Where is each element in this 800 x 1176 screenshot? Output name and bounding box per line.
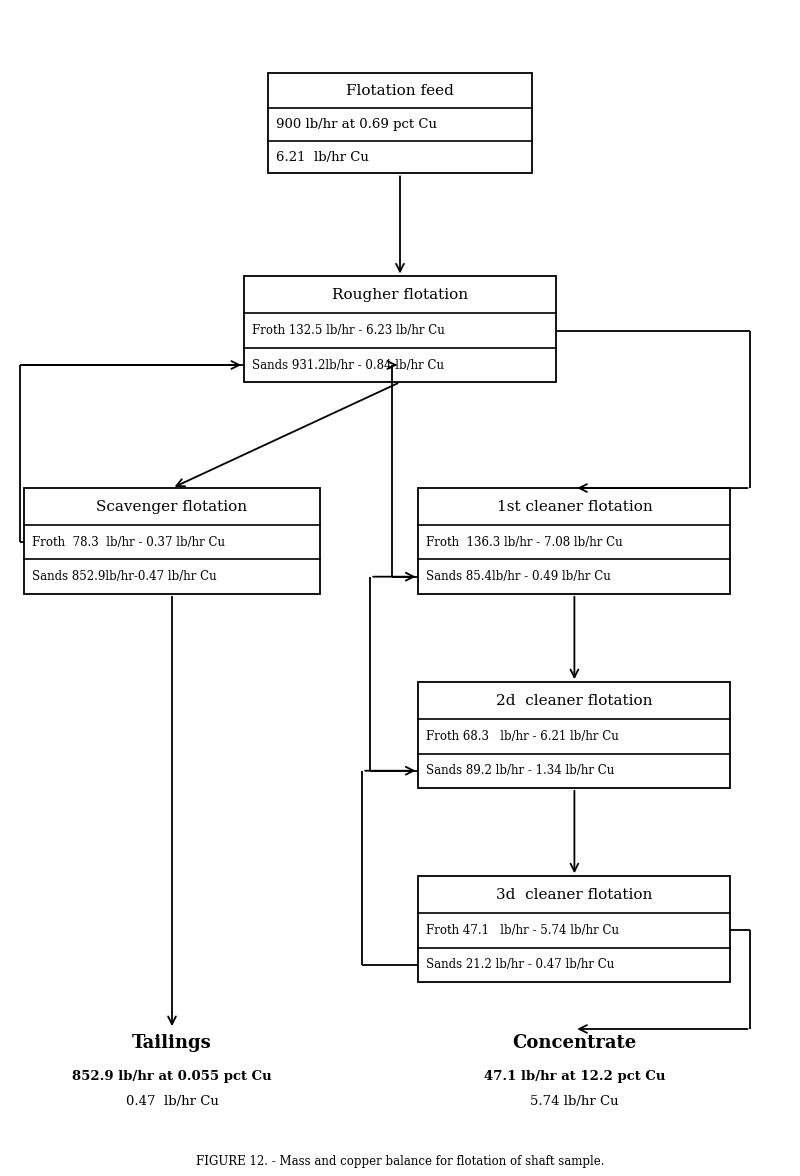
Text: FIGURE 12. - Mass and copper balance for flotation of shaft sample.: FIGURE 12. - Mass and copper balance for… [196, 1155, 604, 1169]
Bar [418, 876, 730, 982]
Text: Sands 931.2lb/hr - 0.84 lb/hr Cu: Sands 931.2lb/hr - 0.84 lb/hr Cu [252, 359, 444, 372]
Text: 0.47  lb/hr Cu: 0.47 lb/hr Cu [126, 1095, 218, 1109]
Text: 2d  cleaner flotation: 2d cleaner flotation [496, 694, 653, 708]
Text: Sands 89.2 lb/hr - 1.34 lb/hr Cu: Sands 89.2 lb/hr - 1.34 lb/hr Cu [426, 764, 614, 777]
Text: 3d  cleaner flotation: 3d cleaner flotation [496, 888, 653, 902]
Text: 6.21  lb/hr Cu: 6.21 lb/hr Cu [276, 151, 369, 163]
Bar [24, 488, 320, 594]
Text: 5.74 lb/hr Cu: 5.74 lb/hr Cu [530, 1095, 618, 1109]
Text: 47.1 lb/hr at 12.2 pct Cu: 47.1 lb/hr at 12.2 pct Cu [484, 1069, 665, 1083]
Text: Rougher flotation: Rougher flotation [332, 288, 468, 302]
Text: Scavenger flotation: Scavenger flotation [97, 500, 247, 514]
Text: Sands 852.9lb/hr-0.47 lb/hr Cu: Sands 852.9lb/hr-0.47 lb/hr Cu [32, 570, 217, 583]
Text: Flotation feed: Flotation feed [346, 83, 454, 98]
Text: 1st cleaner flotation: 1st cleaner flotation [497, 500, 652, 514]
Text: Froth 68.3   lb/hr - 6.21 lb/hr Cu: Froth 68.3 lb/hr - 6.21 lb/hr Cu [426, 730, 619, 743]
Bar [418, 488, 730, 594]
Bar [268, 73, 532, 173]
Text: 852.9 lb/hr at 0.055 pct Cu: 852.9 lb/hr at 0.055 pct Cu [72, 1069, 272, 1083]
Text: Sands 21.2 lb/hr - 0.47 lb/hr Cu: Sands 21.2 lb/hr - 0.47 lb/hr Cu [426, 958, 614, 971]
Bar [244, 276, 556, 382]
Text: Concentrate: Concentrate [512, 1034, 637, 1053]
Text: Froth  136.3 lb/hr - 7.08 lb/hr Cu: Froth 136.3 lb/hr - 7.08 lb/hr Cu [426, 536, 623, 549]
Text: Sands 85.4lb/hr - 0.49 lb/hr Cu: Sands 85.4lb/hr - 0.49 lb/hr Cu [426, 570, 611, 583]
Text: Froth  78.3  lb/hr - 0.37 lb/hr Cu: Froth 78.3 lb/hr - 0.37 lb/hr Cu [32, 536, 225, 549]
Bar [418, 682, 730, 788]
Text: Froth 132.5 lb/hr - 6.23 lb/hr Cu: Froth 132.5 lb/hr - 6.23 lb/hr Cu [252, 325, 445, 338]
Text: Tailings: Tailings [132, 1034, 212, 1053]
Text: 900 lb/hr at 0.69 pct Cu: 900 lb/hr at 0.69 pct Cu [276, 119, 437, 132]
Text: Froth 47.1   lb/hr - 5.74 lb/hr Cu: Froth 47.1 lb/hr - 5.74 lb/hr Cu [426, 924, 619, 937]
